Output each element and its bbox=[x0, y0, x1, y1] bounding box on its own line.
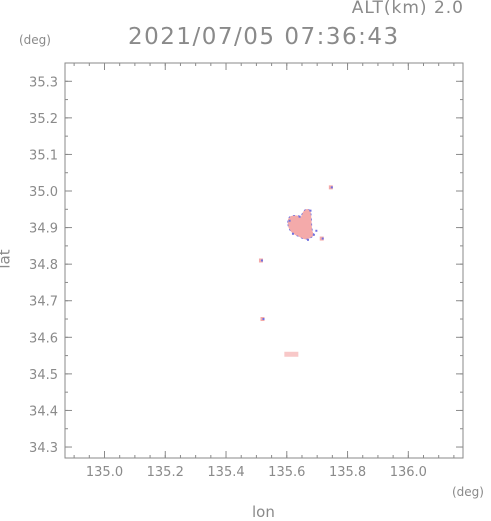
echo-edge-pixel bbox=[298, 215, 301, 218]
altitude-label: ALT(km) 2.0 bbox=[351, 0, 464, 18]
y-axis-unit: (deg) bbox=[19, 33, 51, 47]
y-tick-label: 34.5 bbox=[29, 368, 58, 383]
plot-frame bbox=[64, 62, 464, 459]
y-tick-label: 34.6 bbox=[29, 331, 58, 346]
y-tick-label: 34.3 bbox=[29, 441, 58, 456]
echo-small-cell-edge bbox=[330, 186, 333, 189]
x-tick-label: 135.8 bbox=[329, 465, 366, 480]
echo-small-cell-edge bbox=[321, 237, 324, 240]
x-tick-label: 135.4 bbox=[207, 465, 244, 480]
x-tick-label: 135.6 bbox=[268, 465, 305, 480]
y-tick-label: 35.1 bbox=[29, 148, 58, 163]
echo-edge-pixel bbox=[291, 232, 294, 235]
echo-edge-pixel bbox=[309, 209, 312, 212]
echo-edge-pixel bbox=[312, 233, 315, 236]
x-axis-unit: (deg) bbox=[452, 485, 484, 499]
y-tick-label: 34.7 bbox=[29, 295, 58, 310]
y-tick-label: 35.0 bbox=[29, 185, 58, 200]
echo-edge-pixel bbox=[288, 219, 291, 222]
y-tick-label: 34.8 bbox=[29, 258, 58, 273]
chart-title-timestamp: 2021/07/05 07:36:43 bbox=[128, 24, 400, 50]
echo-edge-pixel bbox=[306, 238, 309, 241]
y-tick-label: 35.2 bbox=[29, 112, 58, 127]
x-axis-label: lon bbox=[252, 503, 275, 521]
echo-small-cell-edge bbox=[260, 259, 263, 262]
y-tick-label: 34.9 bbox=[29, 222, 58, 237]
y-tick-label: 35.3 bbox=[29, 75, 58, 90]
x-tick-label: 135.0 bbox=[86, 465, 123, 480]
y-tick-label: 34.4 bbox=[29, 404, 58, 419]
x-tick-label: 136.0 bbox=[390, 465, 427, 480]
echo-edge-pixel bbox=[315, 229, 318, 232]
echo-main-cell bbox=[287, 208, 316, 240]
echo-small-cell-edge bbox=[262, 318, 265, 321]
echo-faint-cell bbox=[284, 351, 299, 357]
x-tick-label: 135.2 bbox=[147, 465, 184, 480]
